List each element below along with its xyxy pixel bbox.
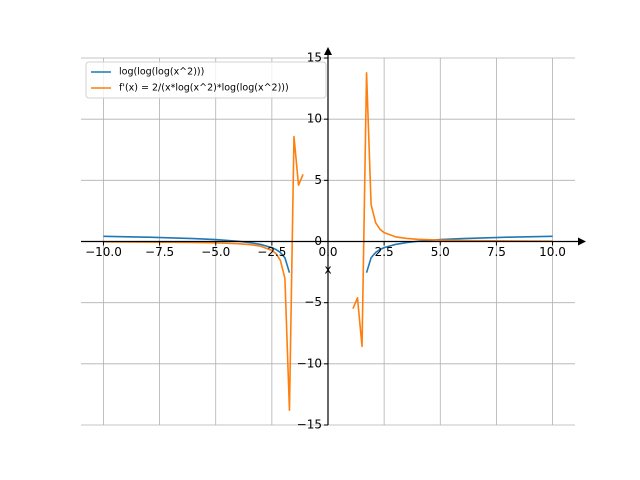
y-tick-label: −15: [297, 418, 322, 432]
x-tick-label: 7.5: [487, 245, 506, 259]
series-line: [103, 72, 553, 411]
y-tick-label: 0: [314, 234, 322, 248]
y-axis-arrow: [324, 47, 332, 55]
legend: log(log(log(x^2))) f'(x) = 2/(x*log(x^2)*…: [85, 61, 327, 99]
x-tick-label: −5.0: [201, 245, 230, 259]
x-tick-label: −2.5: [257, 245, 286, 259]
y-tick-label: −10: [297, 356, 322, 370]
legend-label: f'(x) = 2/(x*log(x^2)*log(log(x^2))): [119, 83, 289, 94]
legend-box: [85, 61, 327, 99]
y-tick-label: 10: [307, 112, 322, 126]
series-line: [103, 235, 553, 273]
x-tick-label: 2.5: [375, 245, 394, 259]
x-tick-label: 10.0: [539, 245, 566, 259]
x-tick-label: −10.0: [85, 245, 122, 259]
y-tick-label: −5: [304, 295, 322, 309]
y-tick-label: 5: [314, 173, 322, 187]
x-tick-label: 0.0: [318, 245, 337, 259]
legend-label: log(log(log(x^2))): [119, 67, 204, 78]
x-tick-label: 5.0: [431, 245, 450, 259]
x-axis-arrow: [578, 237, 586, 246]
y-tick-label: 15: [307, 51, 322, 65]
x-tick-label: −7.5: [145, 245, 174, 259]
